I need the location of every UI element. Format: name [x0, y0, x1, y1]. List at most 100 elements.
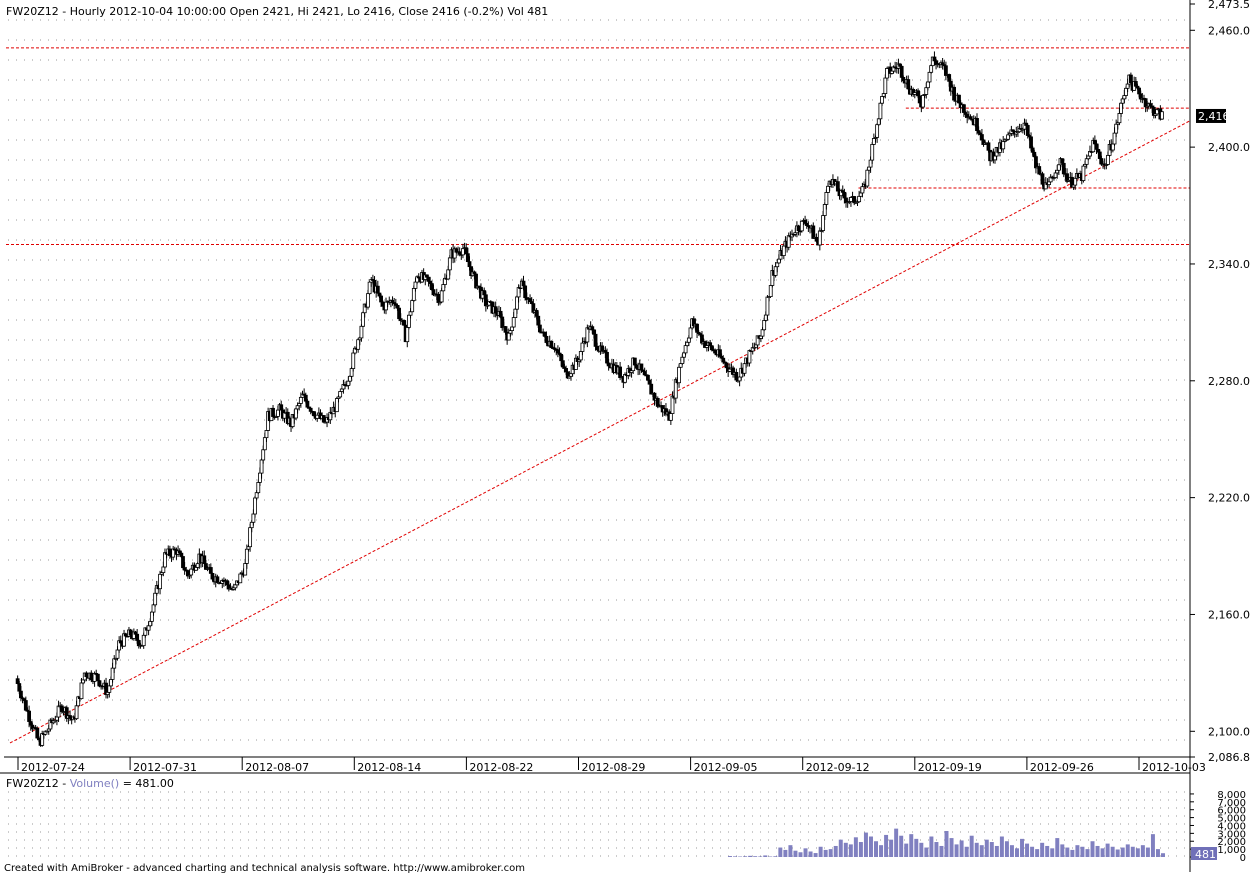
volume-bar	[874, 841, 879, 857]
volume-bar	[1025, 843, 1030, 857]
price-bar-body	[461, 248, 465, 256]
volume-bar	[823, 849, 828, 857]
price-bar-body	[500, 316, 505, 329]
volume-bar	[1030, 846, 1035, 857]
price-bar-body	[881, 93, 886, 97]
price-bar-body	[1114, 123, 1119, 134]
price-bar-body	[261, 449, 266, 461]
volume-bar	[954, 844, 959, 857]
volume-bar	[969, 835, 974, 857]
price-bar-body	[1110, 143, 1115, 151]
volume-bar	[743, 856, 748, 857]
price-bar-body	[146, 625, 151, 631]
price-bar-body	[773, 266, 778, 276]
price-bar-body	[590, 326, 595, 331]
price-bar-body	[351, 352, 356, 369]
price-bar-body	[254, 492, 259, 499]
price-bar-body	[549, 340, 554, 348]
price-bar-body	[195, 563, 200, 568]
price-bar-body	[1125, 83, 1130, 89]
price-bar-body	[917, 95, 922, 104]
volume-bar	[1055, 838, 1060, 857]
price-bar-body	[181, 556, 185, 569]
price-bar-body	[446, 269, 451, 280]
date-tick-label: 2012-08-14	[357, 761, 421, 774]
volume-bar	[959, 840, 964, 857]
volume-bar	[1040, 842, 1045, 857]
price-bar-body	[410, 300, 415, 313]
volume-bars	[728, 828, 1165, 857]
price-bar-body	[534, 309, 539, 317]
price-bar-body	[796, 225, 801, 232]
volume-tick-label: 8,000	[1217, 790, 1246, 801]
price-bar-body	[709, 345, 714, 351]
price-bar-body	[15, 678, 20, 684]
last-price-tag: 2,416	[1196, 108, 1230, 123]
price-bar-body	[605, 351, 609, 364]
volume-bar	[934, 842, 939, 857]
price-bar-body	[308, 407, 313, 412]
volume-bar	[853, 837, 858, 857]
price-bar-body	[238, 573, 243, 584]
support-resistance-lines	[6, 47, 1190, 245]
last-volume-box	[1191, 847, 1217, 860]
price-bar-body	[649, 383, 654, 395]
price-bar-body	[56, 705, 61, 718]
price-bar-body	[564, 368, 568, 373]
volume-bar	[848, 844, 853, 857]
price-bar-body	[927, 71, 932, 83]
price-bar-body	[742, 363, 747, 374]
price-bar-body	[506, 332, 511, 341]
price-bar-body	[208, 567, 213, 574]
volume-bar	[1095, 845, 1100, 857]
price-bar-body	[595, 345, 600, 351]
price-bar-body	[528, 298, 532, 302]
price-bar-body	[334, 398, 339, 413]
price-bar-body	[929, 65, 934, 73]
price-bar-body	[426, 276, 431, 282]
price-bar-body	[870, 143, 875, 161]
last-price-box	[1196, 108, 1226, 123]
price-bar-body	[1117, 113, 1122, 124]
price-bar-body	[367, 281, 372, 295]
price-bar-body	[1092, 139, 1097, 145]
price-bar-body	[384, 301, 388, 311]
price-bar-body	[312, 411, 316, 417]
price-bar-body	[713, 349, 717, 354]
price-bar-body	[1037, 166, 1042, 175]
price-bar-body	[141, 634, 146, 647]
volume-bar	[1075, 845, 1080, 857]
volume-bar	[1110, 846, 1115, 857]
volume-bar	[1135, 848, 1140, 857]
volume-bar	[879, 845, 884, 857]
price-bar-body	[483, 294, 488, 307]
volume-bar	[1140, 845, 1145, 857]
price-bar-body	[1061, 162, 1066, 175]
volume-bar	[1070, 849, 1075, 857]
price-bar-body	[356, 339, 361, 350]
price-bar-body	[760, 329, 765, 337]
price-bar-body	[899, 65, 904, 78]
price-bar-body	[465, 253, 470, 263]
price-bar-body	[647, 379, 652, 385]
price-bar-body	[115, 649, 120, 659]
price-bar-body	[593, 333, 598, 347]
volume-bar	[899, 835, 904, 857]
price-bar-body	[537, 324, 542, 333]
volume-bar	[813, 853, 818, 857]
price-bar-body	[606, 362, 611, 367]
price-bar-body	[380, 301, 385, 307]
price-bar-body	[560, 360, 565, 368]
volume-bar	[884, 834, 889, 857]
price-bar-body	[975, 118, 979, 131]
price-bar-body	[253, 497, 257, 515]
price-bar-body	[447, 257, 452, 271]
date-tick-label: 2012-09-05	[694, 761, 758, 774]
price-bar-body	[27, 710, 31, 722]
price-bar-body	[294, 408, 298, 419]
price-bar-body	[523, 285, 528, 299]
date-tick-label: 2012-09-26	[1030, 761, 1094, 774]
volume-bar	[1155, 849, 1160, 857]
volume-bar	[798, 852, 803, 857]
